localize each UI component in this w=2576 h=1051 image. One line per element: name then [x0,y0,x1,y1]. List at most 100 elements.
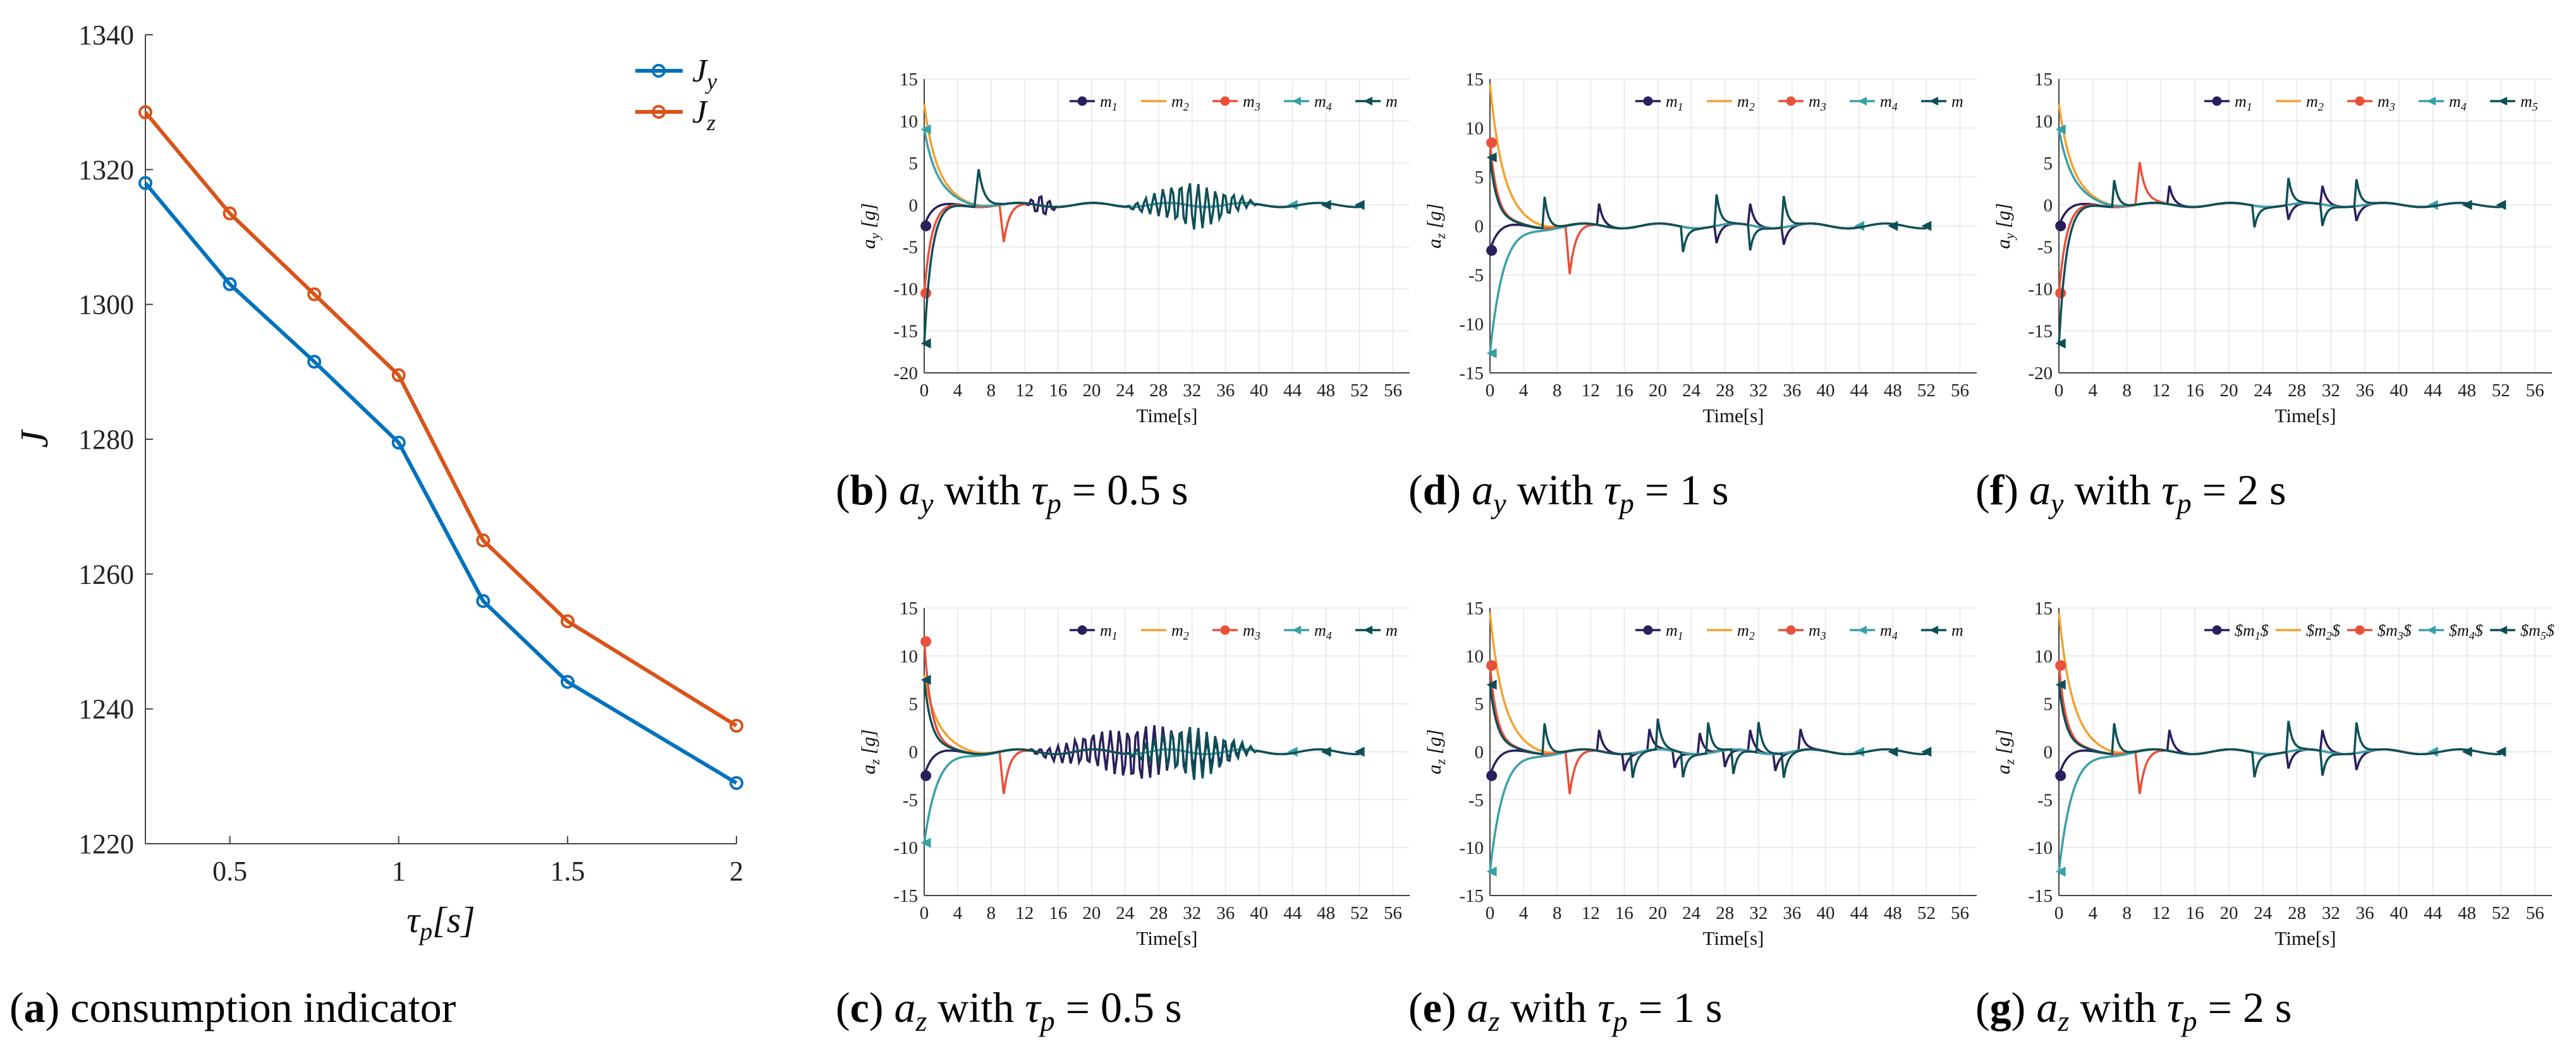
series-start-marker-m5 [1486,152,1497,162]
y-tick-label: -10 [893,279,918,300]
x-tick-label: 36 [1783,903,1801,923]
y-tick-label: -5 [1468,790,1484,810]
legend-label-m5: m5 [2520,92,2538,113]
x-tick-label: 24 [1116,903,1135,923]
series-start-marker-m4 [1486,348,1497,358]
x-tick-label: 8 [987,380,996,401]
x-tick-label: 0 [2054,380,2064,401]
y-tick-label: 10 [900,111,918,131]
series-marker-m5 [2496,746,2506,757]
series-end-marker-m4 [1287,200,1298,210]
y-tick-label: 0 [2044,195,2053,216]
data-point-Jy [223,277,237,291]
x-tick-label: 44 [1283,380,1302,401]
data-point-Jy [476,594,491,608]
legend-marker-m3 [2355,96,2365,106]
y-tick-label: -5 [903,238,918,258]
series-end-marker-m4 [2427,200,2438,210]
series-start-marker-m1 [920,221,932,231]
series-start-marker-m3 [920,288,932,299]
x-tick-label: 8 [1553,903,1562,923]
series-start-marker-m3 [2055,288,2066,299]
legend-label-m3: $m3$ [2378,621,2412,642]
y-tick-label: 1260 [78,559,134,590]
y-tick-label: 1220 [78,829,134,860]
series-end-marker-m4 [1854,746,1865,757]
y-tick-label: -5 [2037,238,2053,258]
x-axis-label: Time[s] [1702,927,1764,949]
legend-label-m5: m [1386,621,1398,640]
x-tick-label: 8 [1553,380,1562,401]
x-tick-label: 44 [1850,903,1869,923]
series-start-marker-m1 [2055,770,2066,781]
caption-a: (a) consumption indicator [9,983,456,1031]
legend-label-m2: m2 [2306,92,2324,113]
x-tick-label: 4 [1519,903,1529,923]
y-tick-label: 1280 [78,424,134,455]
caption-c: (c) az with τp = 0.5 s [836,983,1181,1037]
x-tick-label: 16 [1615,903,1633,923]
x-tick-label: 32 [1749,903,1767,923]
y-tick-label: 0 [1475,217,1484,237]
legend-label-m4: m4 [1314,621,1332,642]
x-tick-label: 8 [2122,903,2132,923]
series-line-m2 [2058,104,2433,209]
series-marker-m5 [1354,200,1365,210]
y-tick-label: 0 [1475,743,1484,763]
series-start-marker-m5 [2055,679,2066,690]
x-tick-label: 56 [2526,903,2544,923]
series-marker-m5 [1921,221,1932,231]
x-axis-label: Time[s] [1702,404,1764,427]
series-start-marker-m5 [920,674,931,685]
y-tick-label: -5 [1468,265,1484,286]
series-line-m5 [1489,684,1927,779]
series-start-marker-m3 [2055,660,2066,671]
x-tick-label: 24 [1116,380,1135,401]
legend-marker-m5 [1929,97,1938,106]
x-axis-label: Time[s] [2274,404,2336,427]
legend-label-m3: m3 [2378,92,2395,113]
y-tick-label: 15 [1465,598,1484,619]
y-tick-label: -15 [893,322,918,342]
series-start-marker-m1 [2055,221,2066,231]
legend-label-m5: m [1951,621,1963,640]
y-tick-label: -5 [2037,790,2053,810]
legend-label-m3: m3 [1243,621,1261,642]
legend-label-m5: m [1951,92,1963,111]
x-tick-label: 4 [1519,380,1529,401]
x-axis-label: τp[s] [406,899,475,945]
x-tick-label: 52 [1350,903,1369,923]
x-tick-label: 56 [1951,903,1969,923]
x-tick-label: 20 [1649,903,1667,923]
series-start-marker-m5 [920,338,931,349]
series-line-m3 [923,202,1293,293]
caption-b: (b) ay with τp = 0.5 s [836,466,1188,519]
series-start-marker-m4 [920,124,931,135]
x-tick-label: 20 [1082,380,1101,401]
x-tick-label: 56 [1951,380,1969,401]
series-marker-m5 [1921,746,1932,757]
y-tick-label: -20 [893,363,918,384]
y-tick-label: 15 [900,598,918,619]
data-point-Jz [391,368,406,382]
legend-marker-m1 [1643,96,1653,106]
x-tick-label: 36 [1216,903,1235,923]
x-tick-label: 44 [2424,380,2443,401]
legend-marker-m1 [2212,96,2222,106]
x-tick-label: 0 [1486,380,1495,401]
x-tick-label: 40 [2390,380,2408,401]
y-tick-label: -15 [2028,886,2053,906]
x-tick-label: 56 [1384,903,1402,923]
series-marker-m5 [2462,746,2472,757]
series-start-marker-m5 [1486,679,1497,690]
series-line-m5 [923,169,1360,344]
y-tick-label: -10 [2028,279,2053,300]
x-tick-label: 12 [1015,903,1034,923]
x-tick-label: 0.5 [212,856,247,887]
legend-marker-m3 [1220,625,1230,635]
legend-marker-m5 [2498,97,2507,106]
x-tick-label: 12 [2152,903,2170,923]
legend-label-m2: m2 [1171,92,1189,113]
